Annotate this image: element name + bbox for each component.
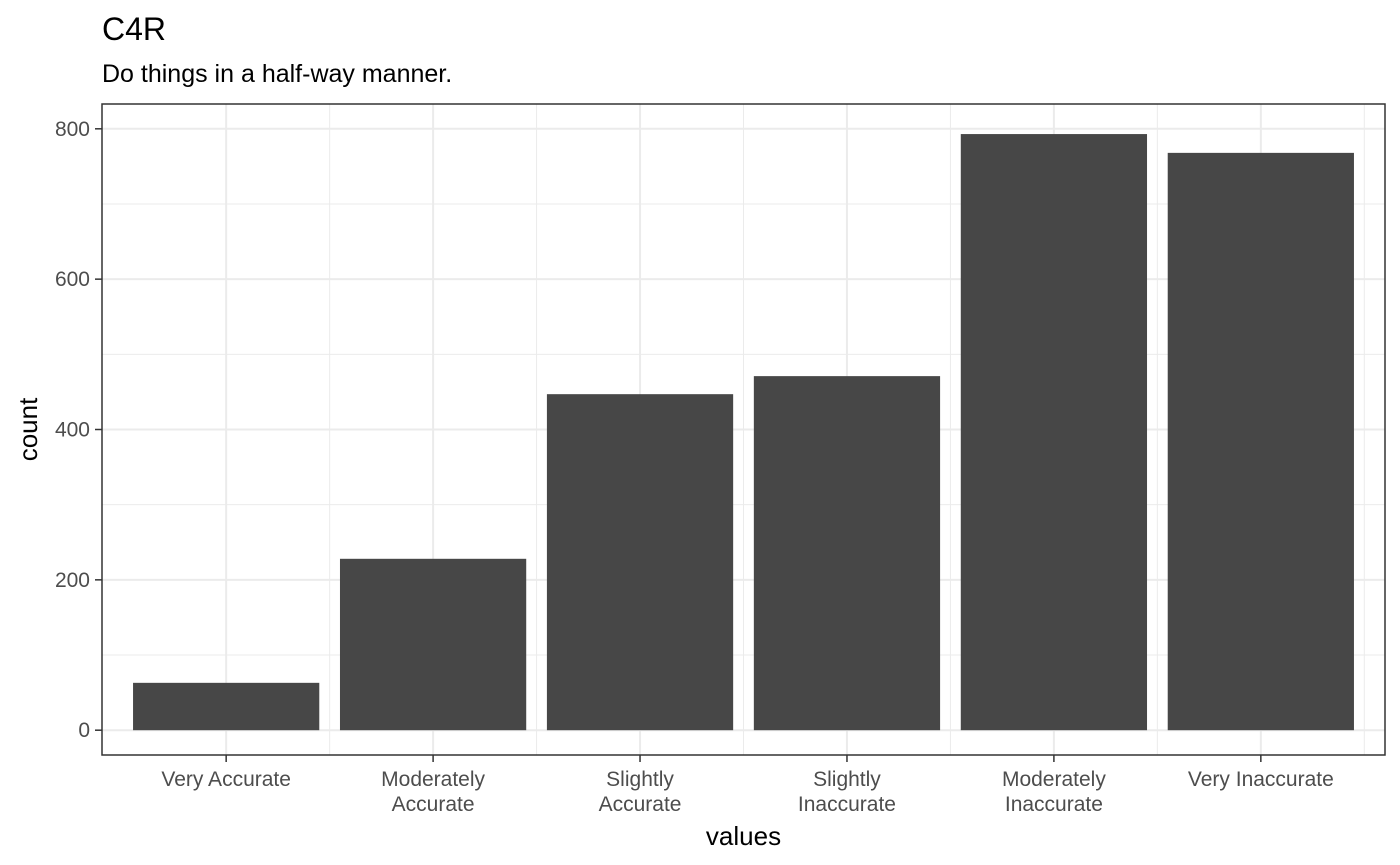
y-tick-label: 200 (55, 569, 90, 592)
y-tick-label: 600 (55, 268, 90, 291)
x-tick-label: Moderately Inaccurate (1002, 768, 1106, 816)
y-axis-title: count (13, 397, 43, 461)
bar (753, 376, 941, 731)
y-tick-label: 400 (55, 419, 90, 442)
x-tick-label: Very Accurate (161, 768, 291, 791)
chart-subtitle: Do things in a half-way manner. (102, 60, 452, 88)
y-axis-ticks: 0 200 400 600 800 (55, 118, 102, 742)
bar (339, 558, 527, 731)
bar (1167, 152, 1354, 731)
chart-title: C4R (102, 11, 166, 47)
x-tick-label: Slightly Inaccurate (798, 768, 896, 816)
x-tick-label: Slightly Accurate (599, 768, 682, 816)
bar (133, 682, 320, 731)
bars (133, 134, 1354, 731)
bar (960, 134, 1148, 731)
x-axis-ticks: Very Accurate Moderately Accurate Slightly A… (161, 755, 1334, 816)
y-tick-label: 0 (78, 719, 90, 742)
bar (546, 394, 734, 731)
y-tick-label: 800 (55, 118, 90, 141)
x-tick-label: Very Inaccurate (1188, 768, 1334, 791)
x-axis-title: values (706, 821, 781, 851)
x-tick-label: Moderately Accurate (381, 768, 485, 816)
